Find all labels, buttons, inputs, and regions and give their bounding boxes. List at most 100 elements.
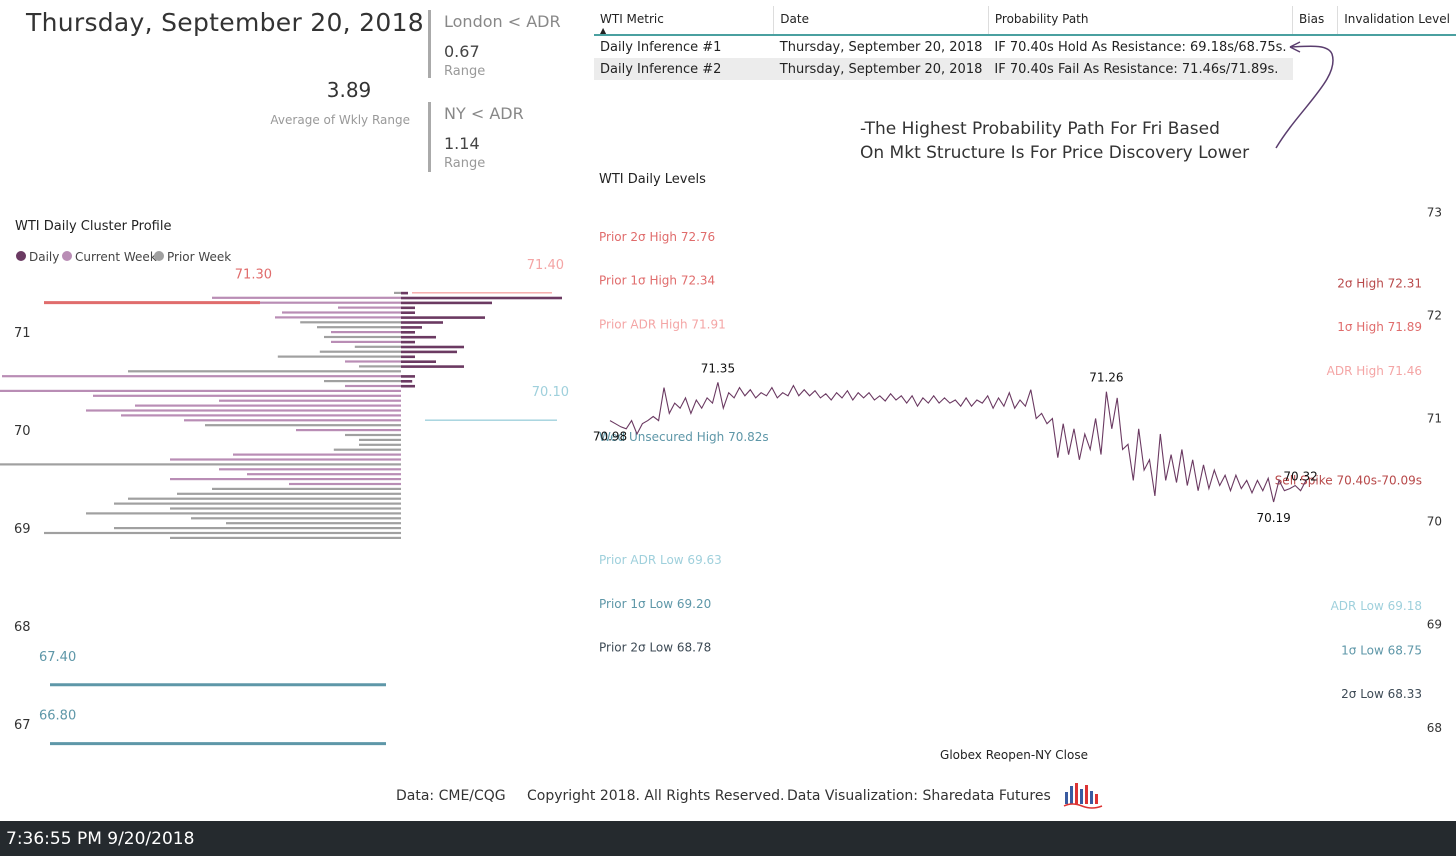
profile-bar-left [394,291,401,294]
profile-bar-daily [401,301,492,305]
profile-bar-left [184,419,401,422]
legend-label: Prior Week [167,250,231,264]
table-cell [1338,35,1456,58]
card-accent-bar [428,102,431,172]
card-title: NY < ADR [444,104,524,123]
profile-bar-left [317,326,401,329]
right-level-label: 2σ Low 68.33 [1341,687,1422,701]
profile-bar-left [170,536,401,539]
profile-bar-left [219,399,401,402]
profile-bar-daily [401,335,436,339]
point-label: 70.32 [1283,470,1317,484]
profile-bar-left [177,492,401,495]
profile-bar-left [331,340,401,343]
left-level-label: Prior ADR High 71.91 [599,318,726,332]
profile-bar-left [121,414,401,417]
profile-bar-daily [401,384,415,388]
profile-bar-daily [401,355,415,359]
profile-bar-left [296,429,401,432]
profile-bar-left [114,502,401,505]
sort-ascending-icon[interactable]: ▲ [600,26,607,35]
table-cell [1337,58,1456,80]
column-header-date[interactable]: Date [773,6,989,36]
profile-bar-left [212,487,401,490]
card-value: 1.14 [444,134,480,153]
legend-swatch-prior-week [154,251,164,261]
metrics-table: WTI Metric Date Probability Path Bias In… [594,6,1456,80]
profile-bar-left [2,375,401,378]
right-level-label: Sell Spike 70.40s-70.09s [1275,473,1422,487]
level-label: 71.30 [235,268,272,283]
table-cell: IF 70.40s Hold As Resistance: 69.18s/68.… [994,39,1287,55]
annotation-text: -The Highest Probability Path For Fri Ba… [860,117,1249,165]
sharedata-logo-icon [1063,783,1103,809]
column-header-metric[interactable]: WTI Metric [594,6,775,36]
card-sub: Range [444,64,486,79]
profile-bar-left [359,438,401,441]
profile-bar-left [359,443,401,446]
profile-bar-left [345,360,401,363]
profile-bar-left [128,370,401,373]
status-bar [0,821,1456,856]
left-level-label: Wed Unsecured High 70.82s [599,430,769,444]
annotation-arrow-icon [1275,41,1334,149]
legend-swatch-daily [16,251,26,261]
profile-bar-left [86,409,401,412]
table-header-row: WTI Metric Date Probability Path Bias In… [594,6,1456,36]
left-level-label: Prior 2σ Low 68.78 [599,640,711,654]
profile-bar-daily [401,311,415,314]
profile-bar-daily [401,331,415,334]
profile-bar-daily [401,375,415,378]
status-timestamp: 7:36:55 PM 9/20/2018 [6,829,195,849]
profile-bar-left [0,463,401,466]
column-header-invalidation[interactable]: Invalidation Level [1337,6,1456,36]
legend-label: Current Week [75,250,157,264]
level-label: 67.40 [39,650,76,665]
page-title: Thursday, September 20, 2018 [26,8,424,37]
footer-copyright: Copyright 2018. All Rights Reserved. [527,788,785,804]
y-tick-label: 68 [1427,721,1442,735]
profile-bar-left [277,355,401,358]
y-tick-label: 71 [1427,412,1442,426]
profile-bar-left [338,306,401,309]
level-label: 70.10 [532,385,569,400]
y-tick-label: 68 [14,620,31,635]
profile-bar-left [212,296,401,299]
left-level-label: Prior ADR Low 69.63 [599,553,722,567]
profile-bar-daily [401,306,415,310]
chart-title: WTI Daily Levels [599,172,706,187]
profile-bar-left [170,507,401,510]
profile-bar-left [289,482,401,486]
y-tick-label: 72 [1427,308,1442,322]
profile-bar-left [205,424,401,427]
x-axis-label: Globex Reopen-NY Close [940,748,1088,762]
column-header-bias[interactable]: Bias [1292,6,1339,36]
profile-bar-left [247,473,401,476]
chart-legend: Daily Current Week Prior Week [16,250,231,264]
y-tick-label: 69 [1427,618,1442,632]
right-level-label: ADR Low 69.18 [1331,599,1422,613]
profile-bar-left [331,331,401,334]
table-row[interactable]: Daily Inference #1 Thursday, September 2… [594,35,1456,58]
chart-title: WTI Daily Cluster Profile [15,219,171,234]
table-cell: Thursday, September 20, 2018 [773,58,989,80]
price-line [609,382,1307,503]
profile-bar-left [233,453,401,456]
daily-levels-chart: WTI Daily Levels 73 72 71 70 69 68 Prior 2σ H… [593,172,1442,762]
point-label: 70.98 [593,430,627,444]
profile-bar-left [0,389,401,392]
column-header-probability-path[interactable]: Probability Path [988,6,1294,36]
card-title: London < ADR [444,12,561,31]
y-tick-label: 71 [14,326,31,341]
profile-bar-daily [401,316,485,319]
card-value: 0.67 [444,42,480,61]
y-tick-label: 67 [14,718,31,733]
table-row[interactable]: Daily Inference #2 Thursday, September 2… [594,58,1456,80]
legend-swatch-current-week [62,251,72,261]
card-accent-bar [428,10,431,78]
profile-bar-left [226,522,401,525]
left-level-label: Prior 1σ Low 69.20 [599,597,711,611]
annotation-line: On Mkt Structure Is For Price Discovery … [860,143,1250,163]
profile-bar-left [300,321,401,324]
right-level-label: 1σ Low 68.75 [1341,644,1422,658]
